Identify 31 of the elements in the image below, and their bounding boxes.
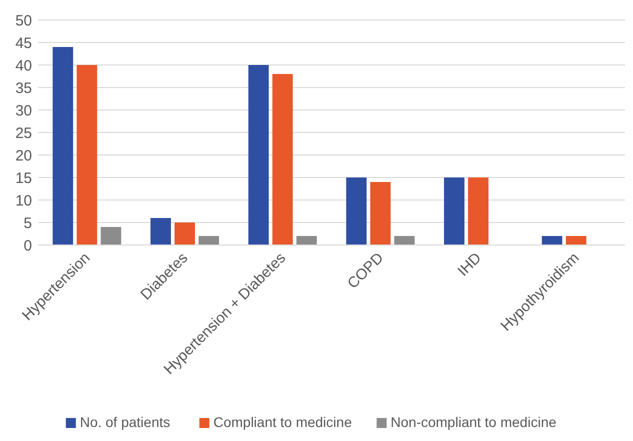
bar	[566, 236, 586, 245]
legend-label: No. of patients	[80, 414, 170, 430]
bar	[468, 178, 488, 245]
bar	[370, 182, 391, 245]
bar	[296, 236, 317, 245]
bar	[444, 178, 464, 245]
bar	[174, 222, 195, 245]
bar	[198, 236, 219, 245]
y-tick-label: 10	[15, 192, 32, 210]
bar	[150, 218, 171, 245]
legend-label: Non-compliant to medicine	[390, 414, 557, 430]
bar	[248, 65, 269, 245]
y-tick-label: 30	[15, 102, 32, 120]
x-tick-label: IHD	[454, 249, 485, 280]
y-tick-label: 50	[15, 12, 32, 30]
bar	[52, 47, 74, 245]
bar	[394, 236, 415, 245]
bar	[272, 74, 293, 245]
y-tick-label: 40	[15, 57, 32, 74]
y-tick-label: 0	[24, 237, 32, 254]
y-tick-label: 20	[15, 147, 32, 164]
y-tick-label: 25	[15, 124, 32, 142]
y-tick-label: 15	[15, 170, 32, 187]
bar	[542, 236, 562, 245]
y-tick-label: 5	[24, 214, 32, 232]
bar	[346, 178, 367, 245]
y-tick-label: 45	[15, 34, 32, 52]
bar	[76, 65, 98, 245]
legend-label: Compliant to medicine	[213, 414, 352, 430]
y-tick-label: 35	[15, 80, 32, 97]
bar	[100, 227, 122, 245]
